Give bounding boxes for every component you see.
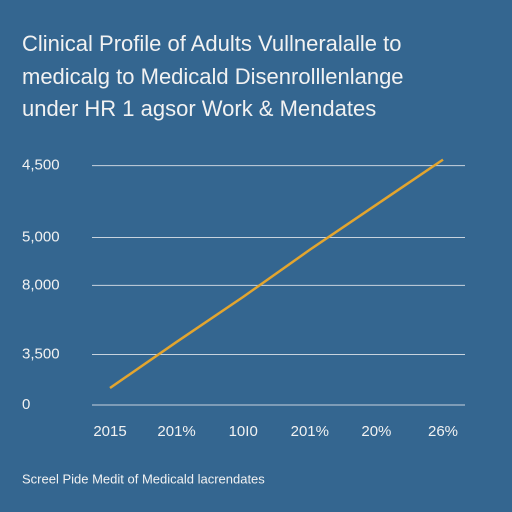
x-tick-label: 26% — [428, 423, 458, 440]
x-tick-label: 201% — [291, 423, 329, 440]
line-series — [109, 158, 444, 390]
footer: Screel Pide Medit of Medicald lacrendate… — [22, 471, 265, 486]
y-tick-label: 3,500 — [22, 345, 60, 362]
y-tick-label: 8,000 — [22, 276, 60, 293]
chart-title: Clinical Profile of Adults Vullneralalle… — [22, 31, 402, 56]
chart-title: medicalg to Medicald Disenrolllenlange — [22, 64, 404, 89]
y-tick-label: 0 — [22, 396, 30, 413]
x-tick-label: 201% — [157, 423, 195, 440]
x-tick-label: 20% — [361, 423, 391, 440]
x-tick-label: 2015 — [93, 423, 126, 440]
x-tick-label: 10I0 — [229, 423, 258, 440]
y-tick-label: 5,000 — [22, 228, 60, 245]
chart-title: under HR 1 agsor Work & Mendates — [22, 96, 376, 121]
y-tick-label: 4,500 — [22, 157, 60, 174]
